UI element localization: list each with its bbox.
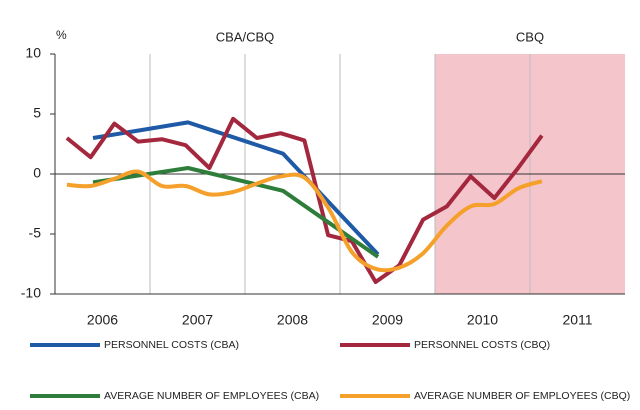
x-tick-label: 2007 xyxy=(182,312,213,328)
x-tick-label: 2006 xyxy=(87,312,118,328)
y-unit: % xyxy=(56,28,67,42)
x-tick-label: 2011 xyxy=(562,312,592,328)
series-line xyxy=(65,116,544,284)
legend-label: PERSONNEL COSTS (CBA) xyxy=(104,339,239,351)
legend-label: AVERAGE NUMBER OF EMPLOYEES (CBQ) xyxy=(414,390,630,402)
period-label: CBA/CBQ xyxy=(216,29,275,44)
y-tick-label: 0 xyxy=(33,165,41,181)
period-label: CBQ xyxy=(516,29,544,44)
legend-label: PERSONNEL COSTS (CBQ) xyxy=(414,339,550,351)
series-line xyxy=(66,169,543,273)
series-line xyxy=(92,166,380,259)
y-tick-label: 5 xyxy=(33,105,41,121)
x-tick-label: 2009 xyxy=(372,312,403,328)
series-line xyxy=(92,120,380,256)
y-tick-label: 10 xyxy=(25,45,41,61)
y-tick-label: -5 xyxy=(29,225,42,241)
legend-label: AVERAGE NUMBER OF EMPLOYEES (CBA) xyxy=(104,390,319,402)
x-tick-label: 2008 xyxy=(277,312,308,328)
x-tick-label: 2010 xyxy=(467,312,498,328)
y-tick-label: -10 xyxy=(21,285,41,301)
